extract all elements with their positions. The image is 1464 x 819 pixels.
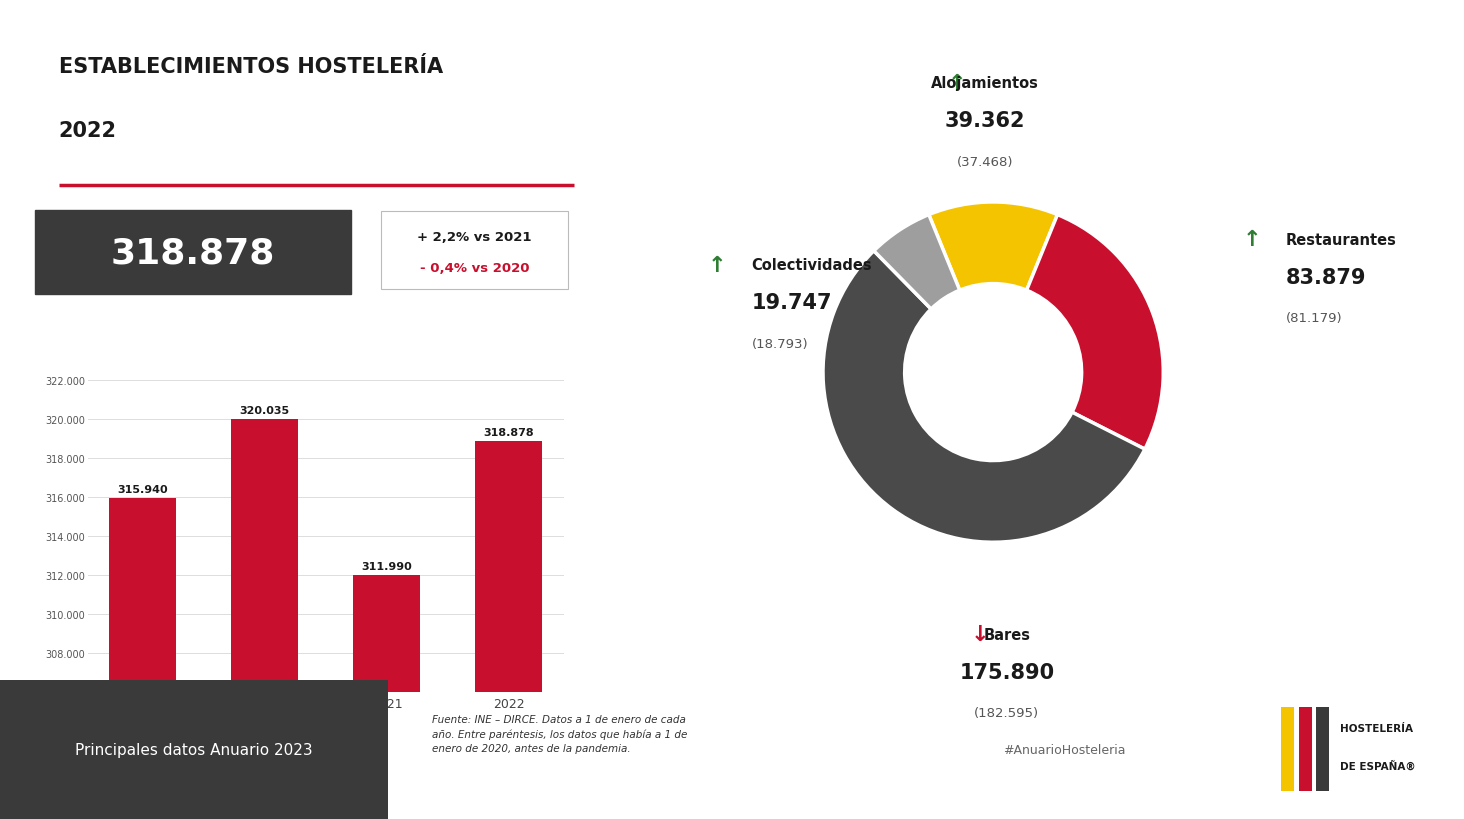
Text: (18.793): (18.793) [751,337,808,351]
Bar [110,499,177,819]
Text: DE ESPAÑA®: DE ESPAÑA® [1340,761,1416,771]
Text: ↑: ↑ [1243,230,1261,250]
Text: 315.940: 315.940 [117,485,168,495]
Bar [353,576,420,819]
FancyBboxPatch shape [35,211,351,295]
Wedge shape [928,203,1057,291]
Text: 175.890: 175.890 [959,662,1054,681]
Bar [1299,708,1312,791]
Text: 2022: 2022 [59,121,117,141]
Bar [231,419,299,819]
Text: (182.595): (182.595) [974,706,1039,719]
Wedge shape [1026,215,1164,450]
Text: (81.179): (81.179) [1285,312,1342,325]
Bar [474,441,542,819]
Text: #AnuarioHosteleria: #AnuarioHosteleria [1003,743,1126,756]
Bar [1281,708,1294,791]
Text: 83.879: 83.879 [1285,268,1366,287]
Text: Colectividades: Colectividades [751,258,873,273]
FancyBboxPatch shape [381,211,568,290]
Wedge shape [874,215,960,310]
Text: Alojamientos: Alojamientos [931,76,1038,91]
Text: 320.035: 320.035 [240,405,290,415]
Bar [1316,708,1329,791]
Text: Principales datos Anuario 2023: Principales datos Anuario 2023 [75,742,313,757]
Text: ↑: ↑ [949,74,966,93]
Text: Restaurantes: Restaurantes [1285,233,1397,247]
Text: (37.468): (37.468) [956,156,1013,169]
Text: Bares: Bares [984,627,1031,642]
Text: HOSTELERÍA: HOSTELERÍA [1340,723,1413,734]
Wedge shape [823,251,1145,542]
Text: 318.878: 318.878 [111,236,275,269]
Text: + 2,2% vs 2021: + 2,2% vs 2021 [417,230,531,243]
Text: ↑: ↑ [709,256,726,275]
Text: 19.747: 19.747 [751,293,832,313]
Text: ↓: ↓ [971,624,988,645]
Bar [0,680,388,819]
Text: Fuente: INE – DIRCE. Datos a 1 de enero de cada
año. Entre paréntesis, los datos: Fuente: INE – DIRCE. Datos a 1 de enero … [432,714,687,753]
Text: ESTABLECIMIENTOS HOSTELERÍA: ESTABLECIMIENTOS HOSTELERÍA [59,57,442,77]
Text: 39.362: 39.362 [944,111,1025,131]
Text: 318.878: 318.878 [483,428,534,437]
Text: 311.990: 311.990 [362,562,411,572]
Text: - 0,4% vs 2020: - 0,4% vs 2020 [420,261,529,274]
